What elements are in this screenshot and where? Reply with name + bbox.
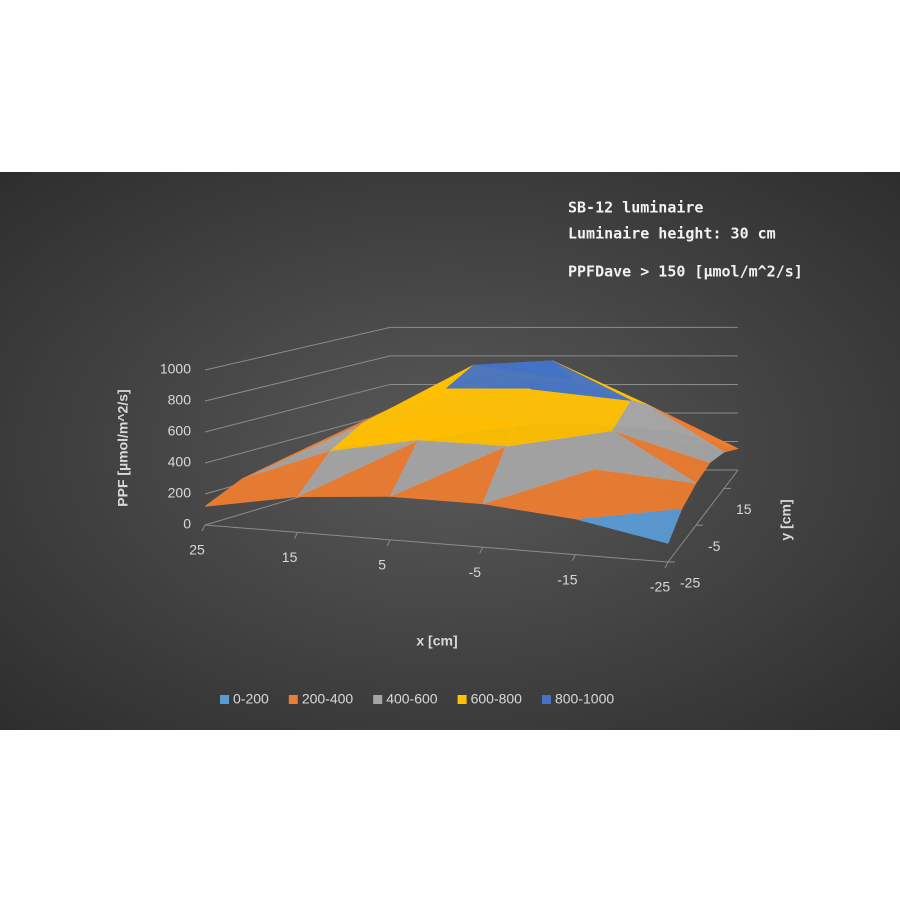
x-tick bbox=[571, 554, 576, 561]
x-tick bbox=[664, 561, 669, 569]
legend-swatch bbox=[288, 695, 298, 704]
surface-facet bbox=[631, 400, 725, 453]
z-tick-label: 800 bbox=[168, 392, 192, 408]
surface-facet bbox=[362, 364, 474, 424]
annotation: SB-12 luminaire bbox=[568, 199, 703, 217]
surface-facet bbox=[445, 360, 553, 390]
x-tick-label: 15 bbox=[282, 549, 298, 565]
x-axis-title: x [cm] bbox=[416, 633, 457, 649]
surface-facet bbox=[612, 400, 711, 463]
z-tick-label: 0 bbox=[183, 516, 191, 532]
grid-line bbox=[204, 326, 738, 371]
legend-swatch bbox=[457, 695, 467, 704]
x-tick-label: 5 bbox=[378, 557, 386, 573]
z-axis-title: PPF [µmol/m^2/s] bbox=[115, 389, 131, 506]
surface-facet bbox=[204, 450, 331, 507]
legend-label: 600-800 bbox=[471, 691, 523, 707]
legend-label: 0-200 bbox=[233, 691, 269, 707]
annotation: PPFDave > 150 [µmol/m^2/s] bbox=[568, 263, 803, 281]
x-tick bbox=[386, 539, 391, 547]
annotation: Luminaire height: 30 cm bbox=[568, 225, 776, 243]
legend-label: 200-400 bbox=[302, 691, 354, 707]
legend-swatch bbox=[220, 695, 229, 704]
x-tick-label: 25 bbox=[189, 542, 205, 558]
y-tick-label: 15 bbox=[736, 501, 752, 517]
surface-facet bbox=[528, 360, 632, 401]
y-axis-title: y [cm] bbox=[778, 499, 794, 540]
z-tick-label: 1000 bbox=[160, 361, 191, 377]
legend-label: 400-600 bbox=[386, 691, 438, 707]
x-tick-label: -15 bbox=[557, 571, 577, 587]
surface-facet bbox=[417, 388, 530, 442]
surface-facet bbox=[574, 468, 684, 520]
y-tick-label: -25 bbox=[680, 575, 700, 591]
legend-label: 800-1000 bbox=[555, 691, 614, 707]
z-tick-label: 400 bbox=[168, 454, 192, 470]
surface-facet bbox=[241, 423, 363, 480]
x-tick-label: -25 bbox=[650, 579, 670, 595]
z-tick-label: 200 bbox=[168, 485, 192, 501]
x-tick bbox=[294, 532, 299, 539]
x-axis-line bbox=[204, 524, 669, 563]
surface-facet bbox=[505, 388, 614, 447]
surface-facet bbox=[593, 430, 697, 484]
z-tick-label: 600 bbox=[168, 423, 192, 439]
x-tick bbox=[479, 546, 484, 554]
grid-line bbox=[204, 383, 738, 433]
x-tick bbox=[201, 524, 206, 532]
legend-swatch bbox=[541, 695, 551, 704]
legend-swatch bbox=[373, 695, 383, 704]
surface-facet bbox=[296, 440, 419, 498]
y-tick-label: -5 bbox=[708, 538, 721, 554]
y-axis-line bbox=[667, 469, 739, 563]
surface-facet bbox=[329, 388, 446, 452]
grid-line bbox=[204, 355, 738, 402]
surface-facet bbox=[389, 440, 507, 498]
surface-facet bbox=[482, 445, 596, 505]
x-tick-label: -5 bbox=[469, 564, 482, 580]
